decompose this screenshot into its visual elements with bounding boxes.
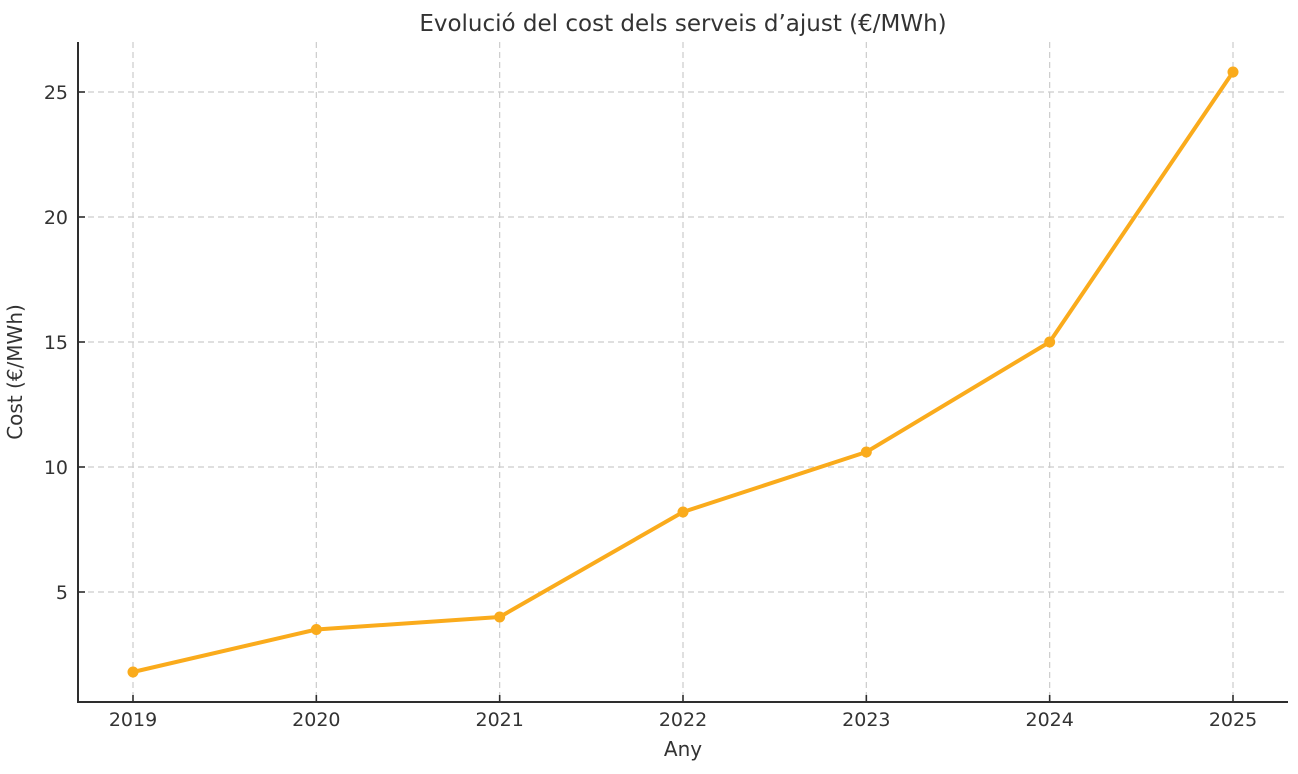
x-tick-label: 2025	[1209, 709, 1257, 731]
data-points	[127, 66, 1239, 678]
y-tick-label: 15	[44, 332, 68, 354]
x-tick-label: 2023	[842, 709, 890, 731]
data-point	[1044, 336, 1056, 348]
data-point	[677, 506, 689, 518]
x-tick-label: 2021	[475, 709, 523, 731]
y-tick-label: 25	[44, 82, 68, 104]
y-axis-label: Cost (€/MWh)	[3, 304, 27, 440]
x-tick-label: 2019	[109, 709, 157, 731]
data-point	[127, 666, 139, 678]
data-point	[860, 446, 872, 458]
grid-lines	[78, 42, 1288, 702]
data-point	[494, 611, 506, 623]
x-tick-label: 2022	[659, 709, 707, 731]
chart-title: Evolució del cost dels serveis d’ajust (…	[419, 11, 946, 37]
x-tick-label: 2024	[1025, 709, 1073, 731]
y-tick-label: 5	[56, 582, 68, 604]
data-point	[310, 624, 322, 635]
y-tick-label: 10	[44, 457, 68, 479]
tick-marks	[78, 91, 1234, 702]
data-point	[1227, 66, 1239, 78]
x-axis-label: Any	[664, 737, 702, 761]
y-tick-label: 20	[44, 207, 68, 229]
x-tick-label: 2020	[292, 709, 340, 731]
